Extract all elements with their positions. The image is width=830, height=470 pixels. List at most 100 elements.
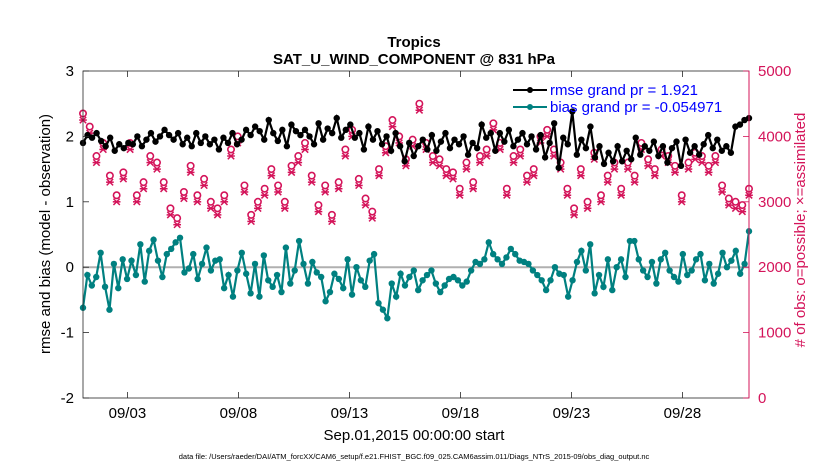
possible-obs-marker bbox=[294, 152, 303, 161]
bias-point bbox=[176, 234, 184, 241]
rmse-point bbox=[632, 134, 639, 141]
rmse-point bbox=[324, 125, 331, 132]
bias-point bbox=[534, 271, 541, 279]
possible-obs-marker bbox=[570, 204, 579, 213]
bias-point bbox=[406, 273, 413, 281]
bias-point bbox=[489, 250, 497, 258]
rmse-point bbox=[519, 129, 526, 137]
rmse-point bbox=[256, 127, 263, 135]
bias-point bbox=[313, 269, 320, 276]
rmse-point bbox=[424, 146, 431, 153]
bias-point bbox=[653, 280, 660, 287]
bias-point bbox=[670, 273, 678, 281]
rmse-point bbox=[97, 137, 105, 145]
chart-subtitle: SAT_U_WIND_COMPONENT @ 831 hPa bbox=[273, 51, 556, 68]
possible-obs-marker bbox=[576, 165, 585, 174]
possible-obs-marker bbox=[415, 99, 424, 108]
y-right-tick-label: 5000 bbox=[758, 63, 791, 80]
legend-label-rmse: rmse grand pr = 1.921 bbox=[550, 82, 698, 99]
bias-point bbox=[635, 256, 642, 263]
bias-point bbox=[317, 273, 325, 281]
rmse-point bbox=[455, 141, 463, 148]
assimilated-obs-marker bbox=[193, 198, 202, 206]
legend: rmse grand pr = 1.921 bias grand pr = -0… bbox=[513, 82, 722, 116]
possible-obs-marker bbox=[603, 171, 612, 180]
possible-obs-marker bbox=[704, 161, 713, 170]
assimilated-obs-marker bbox=[704, 168, 713, 177]
bias-point bbox=[265, 277, 272, 284]
assimilated-obs-marker bbox=[260, 191, 269, 199]
bias-point bbox=[736, 270, 744, 277]
bias-point bbox=[604, 256, 612, 263]
bias-point bbox=[392, 293, 400, 300]
rmse-point bbox=[641, 143, 648, 150]
bias-point bbox=[203, 244, 210, 251]
rmse-point bbox=[233, 141, 241, 148]
assimilated-obs-marker bbox=[509, 158, 518, 167]
rmse-point bbox=[546, 139, 553, 147]
rmse-point bbox=[573, 151, 581, 158]
possible-obs-marker bbox=[85, 122, 94, 131]
possible-obs-marker bbox=[731, 197, 740, 206]
rmse-point bbox=[333, 114, 340, 122]
rmse-point bbox=[406, 139, 413, 147]
rmse-point bbox=[569, 108, 576, 115]
bias-point bbox=[423, 271, 431, 279]
assimilated-obs-marker bbox=[267, 171, 276, 180]
rmse-point bbox=[147, 129, 155, 137]
bias-point bbox=[234, 267, 241, 274]
bias-point bbox=[141, 278, 148, 285]
bias-point bbox=[145, 247, 153, 255]
rmse-point bbox=[279, 126, 286, 134]
rmse-point bbox=[347, 121, 354, 128]
possible-obs-marker bbox=[388, 116, 397, 125]
rmse-point bbox=[193, 129, 200, 137]
bias-point bbox=[132, 271, 140, 279]
assimilated-obs-marker bbox=[724, 201, 733, 209]
bias-series bbox=[79, 228, 753, 322]
possible-obs-marker bbox=[718, 181, 727, 190]
bias-point bbox=[675, 278, 682, 285]
possible-obs-marker bbox=[267, 165, 276, 174]
rmse-point bbox=[578, 136, 585, 143]
bias-point bbox=[172, 239, 179, 246]
assimilated-obs-marker bbox=[381, 149, 390, 157]
bias-point bbox=[507, 245, 515, 253]
bias-point bbox=[609, 286, 616, 294]
legend-marker-rmse bbox=[527, 87, 533, 93]
rmse-point bbox=[709, 144, 716, 152]
bias-point bbox=[379, 306, 387, 313]
rmse-point bbox=[369, 136, 377, 143]
bias-point bbox=[273, 271, 281, 279]
bias-point bbox=[216, 256, 223, 263]
bias-point bbox=[185, 265, 193, 272]
bias-point bbox=[269, 283, 276, 291]
assimilated-obs-marker bbox=[294, 158, 303, 167]
x-tick-label: 09/23 bbox=[553, 405, 591, 422]
possible-obs-marker bbox=[280, 197, 289, 206]
possible-obs-marker bbox=[482, 145, 491, 154]
bias-point bbox=[622, 273, 629, 281]
bias-point bbox=[661, 249, 669, 257]
bias-point bbox=[573, 258, 581, 266]
rmse-point bbox=[718, 147, 726, 154]
x-tick-label: 09/28 bbox=[664, 405, 702, 422]
rmse-point bbox=[378, 141, 386, 148]
possible-obs-marker bbox=[516, 145, 525, 154]
y-right-tick-label: 3000 bbox=[758, 194, 791, 211]
bias-point bbox=[93, 273, 100, 281]
bias-point bbox=[282, 244, 290, 251]
bias-point bbox=[684, 271, 691, 279]
bias-point bbox=[481, 256, 488, 263]
possible-obs-marker bbox=[650, 165, 659, 174]
rmse-point bbox=[501, 138, 508, 145]
bias-point bbox=[714, 270, 722, 277]
bias-point bbox=[375, 299, 382, 307]
possible-obs-marker bbox=[287, 161, 296, 170]
rmse-point bbox=[360, 146, 368, 153]
assimilated-obs-marker bbox=[455, 191, 464, 199]
possible-obs-marker bbox=[543, 125, 552, 134]
possible-obs-marker bbox=[173, 214, 182, 223]
rmse-point bbox=[392, 129, 399, 137]
y-right-tick-label: 0 bbox=[758, 390, 766, 407]
